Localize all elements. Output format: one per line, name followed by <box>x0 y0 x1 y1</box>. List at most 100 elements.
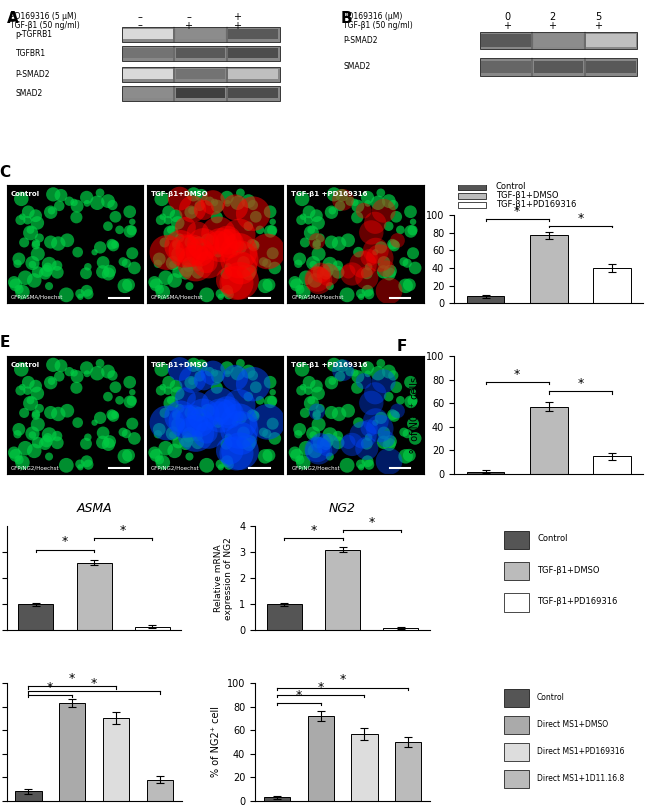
Text: p-TGFRB1: p-TGFRB1 <box>16 30 53 39</box>
FancyBboxPatch shape <box>124 70 173 79</box>
Point <box>268 215 278 228</box>
Text: *: * <box>577 377 584 390</box>
Point <box>125 225 135 238</box>
Bar <box>146 780 173 801</box>
Point <box>46 204 57 217</box>
Point <box>235 357 246 370</box>
Point <box>159 406 170 419</box>
Bar <box>504 688 528 706</box>
Point <box>166 223 176 236</box>
Point <box>75 287 85 300</box>
Point <box>260 450 270 463</box>
Point <box>98 265 108 278</box>
Bar <box>351 734 378 801</box>
Point <box>313 418 324 431</box>
Point <box>370 244 381 257</box>
Point <box>81 437 91 450</box>
Text: +: + <box>233 20 241 31</box>
Point <box>107 369 118 382</box>
Point <box>166 394 176 407</box>
Y-axis label: Relative mRNA
expression of NG2: Relative mRNA expression of NG2 <box>214 537 233 620</box>
FancyBboxPatch shape <box>480 32 638 49</box>
Point <box>44 280 54 293</box>
Text: +: + <box>503 20 511 31</box>
Point <box>81 455 92 468</box>
Point <box>224 444 235 457</box>
Point <box>72 211 82 224</box>
Point <box>264 449 274 462</box>
Point <box>408 394 418 407</box>
Point <box>12 257 23 270</box>
Point <box>311 379 322 392</box>
Point <box>19 406 29 419</box>
Bar <box>77 563 112 630</box>
Point <box>223 430 233 443</box>
Point <box>43 260 53 273</box>
Point <box>250 239 261 252</box>
Point <box>195 417 205 430</box>
Point <box>27 427 38 440</box>
Point <box>215 287 226 300</box>
Point <box>72 371 83 383</box>
Point <box>34 402 45 415</box>
Point <box>255 223 265 236</box>
Point <box>267 417 278 430</box>
Bar <box>530 235 567 303</box>
Point <box>298 286 309 299</box>
Point <box>31 210 41 222</box>
Point <box>184 280 194 293</box>
Text: TGF-β1 (50 ng/ml): TGF-β1 (50 ng/ml) <box>10 21 79 30</box>
Point <box>333 436 343 449</box>
Text: Control: Control <box>537 535 567 544</box>
Point <box>363 197 373 210</box>
Text: GFP/NG2/Hoechst: GFP/NG2/Hoechst <box>10 465 59 470</box>
Point <box>350 366 360 379</box>
Text: GFP/ASMA/Hoechst: GFP/ASMA/Hoechst <box>291 295 344 300</box>
Point <box>294 423 305 436</box>
Point <box>298 456 309 469</box>
Point <box>363 430 374 443</box>
Text: D: D <box>397 198 410 213</box>
Title: ASMA: ASMA <box>76 502 112 515</box>
Point <box>306 396 317 409</box>
Point <box>235 445 245 458</box>
Point <box>192 266 203 279</box>
Point <box>154 453 164 466</box>
Point <box>46 205 56 218</box>
Point <box>159 236 170 249</box>
Point <box>52 259 62 272</box>
Point <box>289 276 300 289</box>
Point <box>311 407 322 420</box>
Point <box>215 409 226 422</box>
Point <box>248 378 258 391</box>
Point <box>324 280 335 293</box>
Bar <box>59 703 85 801</box>
Point <box>359 204 369 217</box>
Point <box>198 238 209 251</box>
Point <box>248 198 258 211</box>
Text: +: + <box>233 12 241 22</box>
Point <box>235 186 246 199</box>
Text: GFP/ASMA/Hoechst: GFP/ASMA/Hoechst <box>10 295 63 300</box>
Point <box>297 193 307 205</box>
Point <box>391 239 401 252</box>
Point <box>233 197 243 210</box>
Point <box>124 449 134 462</box>
Point <box>54 370 64 383</box>
Point <box>389 239 399 252</box>
Bar <box>504 531 528 549</box>
Point <box>406 205 416 218</box>
Point <box>400 279 411 292</box>
Point <box>323 438 333 451</box>
Point <box>157 362 167 375</box>
FancyBboxPatch shape <box>534 34 583 47</box>
Point <box>72 200 83 213</box>
Point <box>14 423 24 436</box>
Point <box>187 415 197 428</box>
Point <box>347 438 358 451</box>
Point <box>313 217 323 230</box>
Point <box>373 197 384 210</box>
Point <box>224 237 235 250</box>
Text: TGF-β1+DMSO: TGF-β1+DMSO <box>151 192 209 197</box>
Point <box>171 239 181 252</box>
